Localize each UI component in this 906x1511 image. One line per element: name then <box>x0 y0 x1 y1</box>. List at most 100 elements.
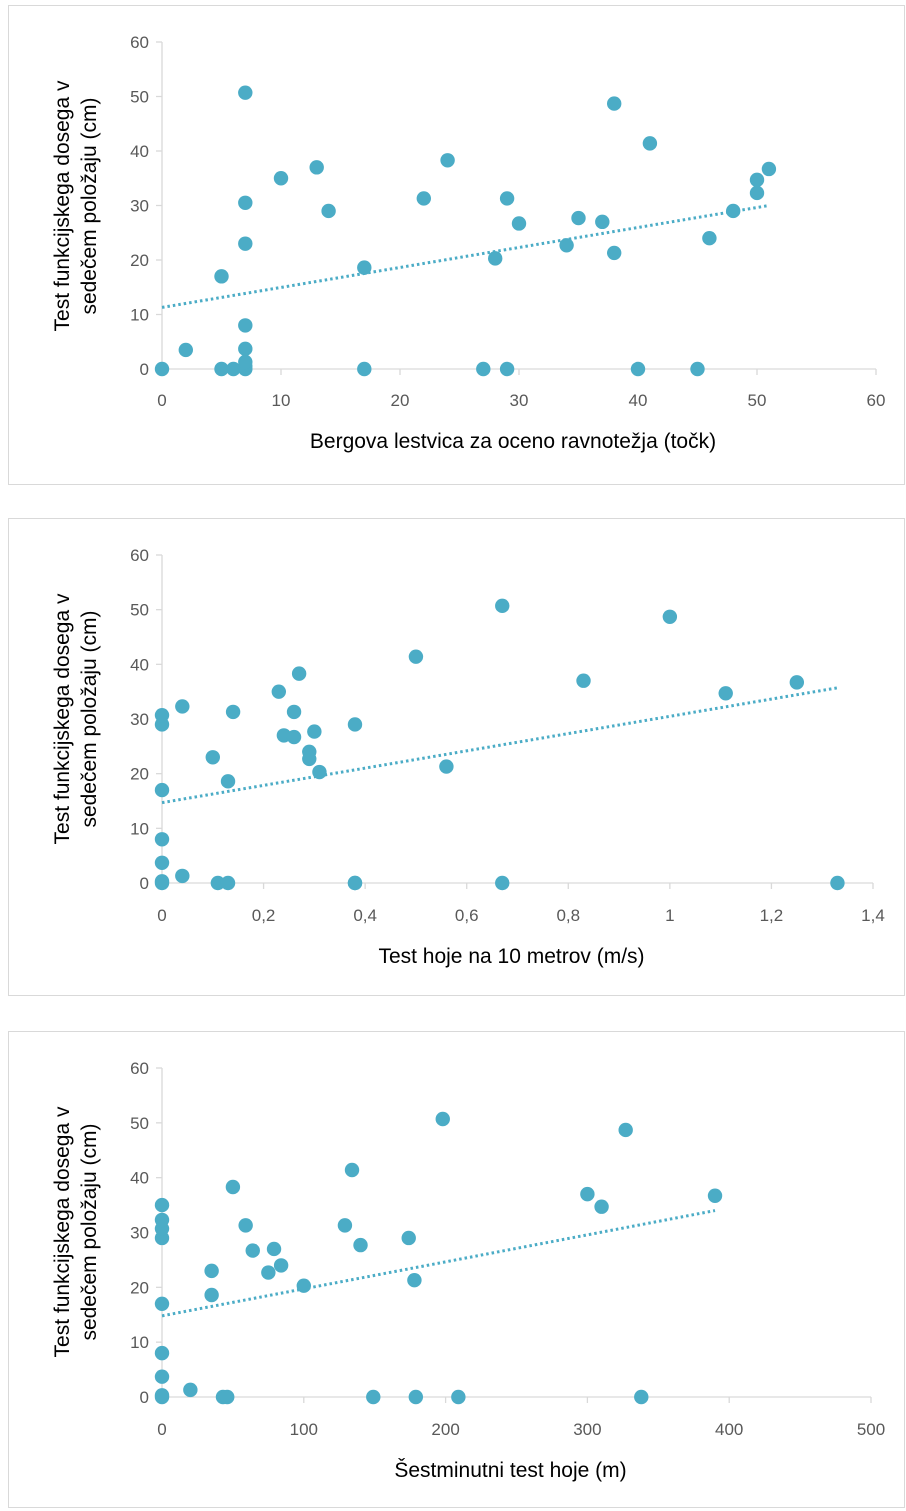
data-point <box>571 210 586 226</box>
data-point <box>261 1265 276 1280</box>
x-tick-label: 200 <box>431 1420 459 1439</box>
y-tick-label: 20 <box>130 765 149 784</box>
data-point <box>183 1382 198 1398</box>
data-point <box>511 216 527 231</box>
y-tick-label: 0 <box>140 1388 149 1407</box>
data-point <box>154 1345 170 1361</box>
data-point <box>789 675 805 690</box>
y-tick-label: 30 <box>130 710 149 729</box>
y-axis-title-line: sedečem položaju (cm) <box>78 1123 101 1340</box>
y-tick-label: 10 <box>130 306 149 325</box>
x-tick-label: 400 <box>715 1420 743 1439</box>
y-axis-title-line: sedečem položaju (cm) <box>78 97 101 314</box>
data-point <box>266 1241 282 1257</box>
y-tick-label: 20 <box>130 251 149 270</box>
x-tick-label: 20 <box>391 391 410 410</box>
y-tick-label: 50 <box>130 601 149 620</box>
y-tick-label: 60 <box>130 546 149 565</box>
y-tick-label: 40 <box>130 655 149 674</box>
data-point <box>366 1389 381 1405</box>
data-point <box>220 774 236 789</box>
x-axis-title: Test hoje na 10 metrov (m/s) <box>378 945 644 968</box>
x-tick-label: 300 <box>573 1420 601 1439</box>
y-axis-title-line: Test funkcijskega dosega v <box>51 1106 74 1357</box>
data-point <box>312 764 327 780</box>
data-point <box>225 704 241 720</box>
data-point <box>154 874 170 889</box>
trendline <box>161 204 770 309</box>
data-point <box>220 875 236 891</box>
data-point <box>214 269 229 284</box>
chart-2-svg: 0 0,2 0,4 0,6 0,8 1 1,2 1,4 0 10 20 30 40 50 60 Test ho… <box>51 546 885 968</box>
data-point <box>238 1218 253 1233</box>
data-point <box>154 855 170 870</box>
y-tick-label: 50 <box>130 1114 149 1133</box>
x-tick-label: 500 <box>857 1420 885 1439</box>
data-point <box>309 160 324 175</box>
data-point <box>286 729 302 745</box>
data-point <box>761 161 777 177</box>
x-tick-label: 1,2 <box>760 906 784 925</box>
data-point <box>154 1296 170 1311</box>
y-tick-label: 40 <box>130 1169 149 1188</box>
chart-1-svg: 0 10 20 30 40 50 60 0 10 20 30 40 50 60 Bergova lestvi… <box>51 33 886 453</box>
data-point <box>440 153 455 168</box>
data-point <box>580 1186 595 1202</box>
data-point <box>662 609 678 624</box>
data-point <box>296 1278 311 1293</box>
data-point <box>302 751 317 767</box>
data-point <box>416 191 431 206</box>
x-tick-label: 0 <box>157 391 166 410</box>
y-tick-label: 0 <box>140 360 149 379</box>
trendline <box>161 686 838 805</box>
x-axis-title: Bergova lestvica za oceno ravnotežja (to… <box>310 430 716 453</box>
x-tick-label: 0,8 <box>556 906 580 925</box>
data-point <box>204 1263 219 1279</box>
data-point <box>357 260 372 275</box>
data-point <box>154 1388 170 1403</box>
data-point <box>210 875 226 891</box>
data-point <box>286 704 302 720</box>
data-point <box>353 1237 368 1253</box>
data-point <box>238 318 253 333</box>
data-point <box>238 341 253 357</box>
x-tick-label: 0 <box>157 1420 166 1439</box>
x-tick-label: 0,6 <box>455 906 479 925</box>
y-tick-label: 30 <box>130 1224 149 1243</box>
data-point <box>559 238 574 253</box>
trendline <box>161 1209 716 1318</box>
data-point <box>607 96 622 111</box>
y-axis-title-line: Test funkcijskega dosega v <box>51 593 74 844</box>
data-point <box>630 361 646 377</box>
data-point <box>307 724 322 739</box>
data-point <box>238 85 253 100</box>
data-point <box>726 203 741 219</box>
y-tick-label: 10 <box>130 1333 149 1352</box>
data-point <box>225 1179 241 1195</box>
x-axis-title: Šestminutni test hoje (m) <box>394 1459 626 1482</box>
data-point <box>344 1162 360 1178</box>
x-tick-label: 60 <box>867 391 886 410</box>
data-point <box>245 1243 260 1258</box>
data-point <box>214 361 229 377</box>
chart-3-svg: 0 100 200 300 400 500 0 10 20 30 40 50 60 Šestminutni… <box>51 1059 885 1482</box>
data-point <box>357 361 372 377</box>
data-point <box>407 1273 422 1288</box>
y-tick-label: 0 <box>140 874 149 893</box>
data-point <box>408 649 424 664</box>
data-point <box>749 172 765 188</box>
data-point <box>238 236 253 251</box>
data-point <box>220 1389 235 1405</box>
y-tick-label: 20 <box>130 1278 149 1297</box>
data-point <box>273 1258 289 1273</box>
data-point <box>154 1369 170 1384</box>
x-tick-label: 30 <box>510 391 529 410</box>
y-tick-label: 60 <box>130 1059 149 1078</box>
x-tick-label: 1,4 <box>861 906 885 925</box>
data-point <box>642 136 658 151</box>
data-point <box>154 1197 170 1213</box>
y-tick-label: 50 <box>130 88 149 107</box>
data-point <box>408 1389 424 1405</box>
data-point <box>273 171 289 186</box>
x-tick-label: 40 <box>629 391 648 410</box>
